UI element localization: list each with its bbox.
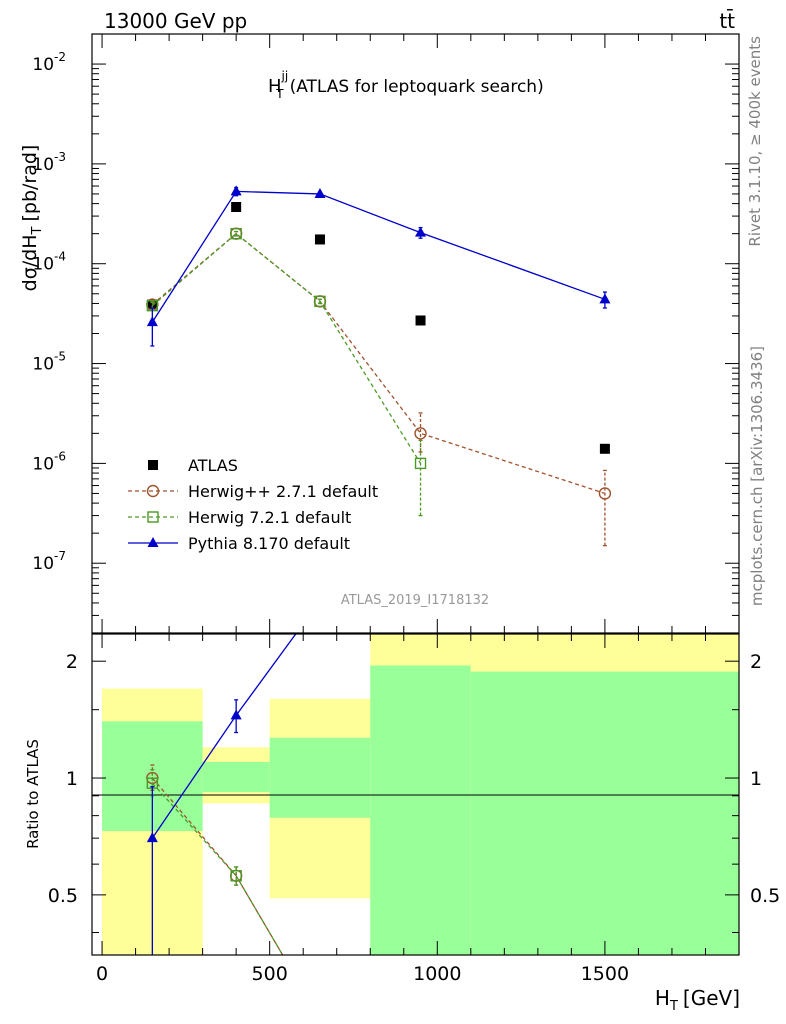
ratio-point-pythia	[230, 709, 242, 720]
ratio-band-inner	[470, 671, 739, 955]
main-series	[146, 185, 612, 547]
legend-marker-herwigpp	[146, 484, 160, 498]
main-y-tick-base: 10	[32, 255, 54, 275]
main-point-pythia	[415, 226, 427, 237]
main-point-herwig7	[230, 227, 242, 240]
main-y-tick-base: 10	[32, 155, 54, 175]
main-point-pythia	[314, 187, 326, 198]
ratio-band-inner	[202, 761, 270, 793]
ratio-y-tick-label-left: 1	[66, 768, 78, 790]
ratio-line-herwigpp	[151, 777, 284, 955]
main-point-data	[415, 315, 426, 326]
plot-title-sup: jj	[281, 69, 289, 83]
ratio-y-tick-label-right: 0.5	[750, 885, 780, 907]
main-point-herwig7	[414, 457, 427, 470]
main-point-herwigpp	[598, 487, 612, 500]
main-y-tick-base: 10	[32, 554, 54, 574]
main-point-herwig7	[314, 295, 326, 308]
ratio-y-axis-label: Ratio to ATLAS	[24, 739, 42, 849]
main-y-axis-label-unit: [pb/rad]	[19, 145, 41, 222]
main-y-tick-label: 10-2	[32, 50, 66, 75]
main-y-tick-exp: -4	[54, 250, 66, 264]
x-tick-label: 0	[96, 963, 108, 985]
ratio-point-herwig7	[230, 870, 242, 882]
analysis-id: ATLAS_2019_I1718132	[341, 593, 489, 608]
plot-title-main: H	[268, 76, 282, 97]
main-y-axis-label-sub: T	[30, 226, 45, 235]
main-point-pythia	[599, 293, 611, 304]
main-y-tick-base: 10	[32, 355, 54, 375]
legend-label-herwigpp: Herwig++ 2.7.1 default	[188, 482, 378, 501]
legend-marker-herwig7	[147, 511, 159, 523]
x-axis-label-unit: [GeV]	[683, 986, 740, 1010]
main-y-tick-label: 10-5	[32, 350, 66, 375]
main-y-tick-label: 10-7	[32, 549, 66, 574]
main-point-data	[231, 201, 242, 212]
main-line-herwig7	[151, 232, 422, 464]
plot-title: Hjj T (ATLAS for leptoquark search)	[268, 69, 544, 101]
legend-label-data: ATLAS	[188, 456, 238, 475]
legend-marker-pythia	[147, 537, 159, 547]
main-y-tick-label: 10-3	[32, 150, 66, 175]
ratio-band-inner	[370, 665, 471, 955]
legend-marker-data	[148, 460, 158, 470]
main-point-pythia	[146, 316, 158, 327]
main-y-axis-label: dσ/dHT [pb/rad]	[19, 145, 45, 292]
legend-label-herwig7: Herwig 7.2.1 default	[188, 508, 351, 527]
main-frame	[91, 33, 740, 634]
ratio-point-pythia	[146, 832, 158, 843]
legend: ATLAS Herwig++ 2.7.1 default Herwig 7.2.1 …	[128, 456, 378, 553]
rivet-label: Rivet 3.1.10, ≥ 400k events	[746, 36, 764, 247]
ratio-point-pythia	[314, 595, 325, 605]
main-line-herwigpp	[151, 232, 606, 495]
main-y-tick-exp: -7	[54, 549, 66, 563]
ratio-point-herwigpp	[314, 1013, 325, 1024]
ratio-point-herwig7	[315, 1014, 325, 1024]
main-line-pythia	[151, 190, 606, 323]
main-point-data	[599, 443, 610, 454]
main-y-tick-label: 10-4	[32, 250, 66, 275]
x-tick-label: 1500	[581, 963, 629, 985]
main-y-tick-base: 10	[32, 454, 54, 474]
legend-label-pythia: Pythia 8.170 default	[188, 534, 350, 553]
ratio-y-tick-label-left: 0.5	[48, 885, 78, 907]
x-axis-label-main: H	[655, 986, 670, 1010]
plot-title-sub: T	[275, 87, 284, 101]
main-point-data	[314, 234, 325, 245]
main-y-tick-label: 10-6	[32, 449, 66, 474]
mcplots-label: mcplots.cern.ch [arXiv:1306.3436]	[748, 346, 766, 606]
x-axis-label-sub: T	[669, 999, 678, 1014]
x-tick-label: 500	[252, 963, 288, 985]
main-y-tick-exp: -3	[54, 150, 66, 164]
ratio-band-inner	[269, 737, 371, 818]
ratio-y-tick-label-right: 2	[750, 651, 762, 673]
ratio-y-tick-label-left: 2	[66, 651, 78, 673]
main-y-tick-exp: -6	[54, 449, 66, 463]
main-y-tick-exp: -5	[54, 350, 66, 364]
process-label: tt̄	[719, 8, 735, 33]
main-y-tick-exp: -2	[54, 50, 66, 64]
ratio-frame	[91, 633, 740, 956]
ratio-uncertainty-bands	[102, 634, 739, 955]
ratio-series	[146, 595, 325, 1024]
beam-label: 13000 GeV pp	[104, 9, 247, 33]
x-tick-label: 1000	[413, 963, 461, 985]
ratio-y-tick-label-right: 1	[750, 768, 762, 790]
axes: 10-710-610-510-410-310-20.5 0.51 12 20 500 10…	[32, 33, 780, 985]
plot-title-rest: (ATLAS for leptoquark search)	[290, 77, 544, 97]
main-point-herwigpp	[414, 427, 427, 440]
x-axis-label: HT [GeV]	[655, 986, 740, 1014]
main-point-pythia	[230, 185, 242, 196]
main-y-tick-base: 10	[32, 55, 54, 75]
main-y-axis-label-main: dσ/dH	[19, 234, 41, 291]
